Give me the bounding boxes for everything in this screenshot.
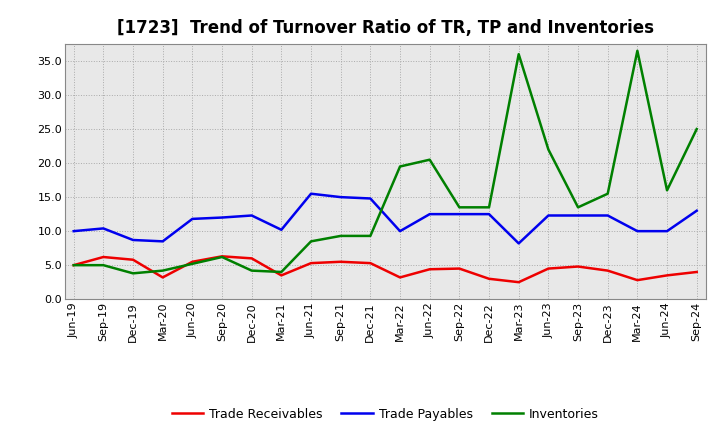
- Line: Trade Receivables: Trade Receivables: [73, 257, 697, 282]
- Inventories: [544, 147, 553, 152]
- Trade Receivables: [693, 269, 701, 275]
- Inventories: [603, 191, 612, 196]
- Inventories: [455, 205, 464, 210]
- Inventories: [129, 271, 138, 276]
- Inventories: [188, 261, 197, 267]
- Line: Inventories: Inventories: [73, 51, 697, 273]
- Trade Receivables: [99, 254, 108, 260]
- Trade Payables: [396, 228, 405, 234]
- Inventories: [307, 239, 315, 244]
- Trade Payables: [633, 228, 642, 234]
- Inventories: [574, 205, 582, 210]
- Trade Payables: [336, 194, 345, 200]
- Trade Receivables: [248, 256, 256, 261]
- Trade Receivables: [574, 264, 582, 269]
- Trade Receivables: [662, 273, 671, 278]
- Trade Receivables: [633, 278, 642, 283]
- Trade Receivables: [129, 257, 138, 262]
- Trade Receivables: [69, 263, 78, 268]
- Trade Payables: [662, 228, 671, 234]
- Trade Payables: [366, 196, 374, 201]
- Trade Payables: [426, 212, 434, 217]
- Trade Receivables: [603, 268, 612, 273]
- Trade Payables: [99, 226, 108, 231]
- Inventories: [69, 263, 78, 268]
- Trade Receivables: [188, 259, 197, 264]
- Trade Payables: [485, 212, 493, 217]
- Trade Payables: [158, 239, 167, 244]
- Trade Receivables: [158, 275, 167, 280]
- Trade Receivables: [544, 266, 553, 271]
- Trade Receivables: [485, 276, 493, 282]
- Title: [1723]  Trend of Turnover Ratio of TR, TP and Inventories: [1723] Trend of Turnover Ratio of TR, TP…: [117, 19, 654, 37]
- Trade Payables: [188, 216, 197, 221]
- Inventories: [426, 157, 434, 162]
- Trade Payables: [217, 215, 226, 220]
- Inventories: [485, 205, 493, 210]
- Trade Receivables: [307, 260, 315, 266]
- Trade Payables: [69, 228, 78, 234]
- Trade Receivables: [366, 260, 374, 266]
- Trade Payables: [307, 191, 315, 196]
- Trade Receivables: [277, 273, 286, 278]
- Inventories: [633, 48, 642, 53]
- Inventories: [217, 254, 226, 260]
- Inventories: [396, 164, 405, 169]
- Trade Payables: [455, 212, 464, 217]
- Trade Receivables: [336, 259, 345, 264]
- Inventories: [693, 126, 701, 132]
- Trade Payables: [514, 241, 523, 246]
- Trade Payables: [129, 237, 138, 242]
- Trade Payables: [693, 208, 701, 213]
- Trade Payables: [277, 227, 286, 232]
- Trade Payables: [603, 213, 612, 218]
- Trade Receivables: [455, 266, 464, 271]
- Trade Receivables: [426, 267, 434, 272]
- Legend: Trade Receivables, Trade Payables, Inventories: Trade Receivables, Trade Payables, Inven…: [166, 403, 604, 425]
- Trade Payables: [544, 213, 553, 218]
- Trade Receivables: [514, 279, 523, 285]
- Inventories: [662, 188, 671, 193]
- Inventories: [277, 269, 286, 275]
- Line: Trade Payables: Trade Payables: [73, 194, 697, 243]
- Inventories: [514, 51, 523, 57]
- Trade Payables: [574, 213, 582, 218]
- Trade Receivables: [217, 254, 226, 259]
- Inventories: [158, 268, 167, 273]
- Inventories: [366, 233, 374, 238]
- Trade Payables: [248, 213, 256, 218]
- Trade Receivables: [396, 275, 405, 280]
- Inventories: [248, 268, 256, 273]
- Inventories: [336, 233, 345, 238]
- Inventories: [99, 263, 108, 268]
